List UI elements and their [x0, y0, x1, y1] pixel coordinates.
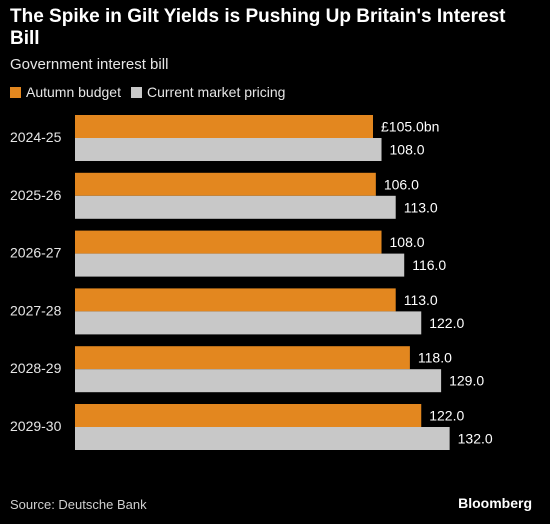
legend-label-autumn-budget: Autumn budget — [26, 84, 121, 100]
category-label-2024-25: 2024-25 — [10, 129, 62, 145]
bar-autumn-budget-2027-28 — [75, 288, 396, 312]
chart-subtitle: Government interest bill — [10, 56, 169, 73]
category-label-2026-27: 2026-27 — [10, 245, 62, 261]
bar-market-pricing-2024-25 — [75, 138, 382, 161]
data-label-market-pricing-2024-25: 108.0 — [390, 142, 425, 158]
legend: Autumn budget Current market pricing — [10, 84, 295, 100]
data-label-market-pricing-2025-26: 113.0 — [404, 199, 438, 215]
category-label-2028-29: 2028-29 — [10, 360, 62, 376]
legend-label-current-market-pricing: Current market pricing — [146, 84, 286, 100]
bar-market-pricing-2027-28 — [75, 311, 422, 335]
data-label-autumn-budget-2024-25: £105.0bn — [381, 119, 439, 135]
data-label-autumn-budget-2029-30: 122.0 — [429, 408, 464, 424]
bar-market-pricing-2026-27 — [75, 253, 405, 277]
bar-autumn-budget-2028-29 — [75, 346, 410, 370]
legend-swatch-autumn-budget — [10, 86, 21, 98]
bar-autumn-budget-2026-27 — [75, 230, 382, 254]
data-label-autumn-budget-2026-27: 108.0 — [390, 234, 425, 250]
category-label-2029-30: 2029-30 — [10, 418, 62, 434]
bar-market-pricing-2028-29 — [75, 369, 442, 393]
data-label-autumn-budget-2025-26: 106.0 — [384, 176, 419, 192]
legend-swatch-current-market-pricing — [130, 86, 142, 98]
source-note: Source: Deutsche Bank — [10, 497, 147, 512]
data-label-autumn-budget-2028-29: 118.0 — [418, 350, 452, 366]
bar-market-pricing-2025-26 — [75, 195, 396, 219]
bar-market-pricing-2029-30 — [75, 427, 450, 450]
bar-autumn-budget-2025-26 — [75, 172, 376, 196]
legend-item-current-market-pricing: Current market pricing — [130, 84, 286, 100]
legend-item-autumn-budget: Autumn budget — [10, 84, 121, 100]
data-label-market-pricing-2029-30: 132.0 — [458, 431, 493, 447]
chart-title: The Spike in Gilt Yields is Pushing Up B… — [10, 6, 506, 49]
bloomberg-logo: Bloomberg — [458, 495, 532, 511]
data-label-autumn-budget-2027-28: 113.0 — [404, 292, 438, 308]
bar-autumn-budget-2029-30 — [75, 404, 422, 427]
data-label-market-pricing-2028-29: 129.0 — [449, 373, 484, 389]
category-label-2025-26: 2025-26 — [10, 187, 62, 203]
data-label-market-pricing-2026-27: 116.0 — [412, 257, 446, 273]
bar-autumn-budget-2024-25 — [75, 115, 373, 138]
category-label-2027-28: 2027-28 — [10, 302, 62, 318]
data-label-market-pricing-2027-28: 122.0 — [429, 315, 464, 331]
